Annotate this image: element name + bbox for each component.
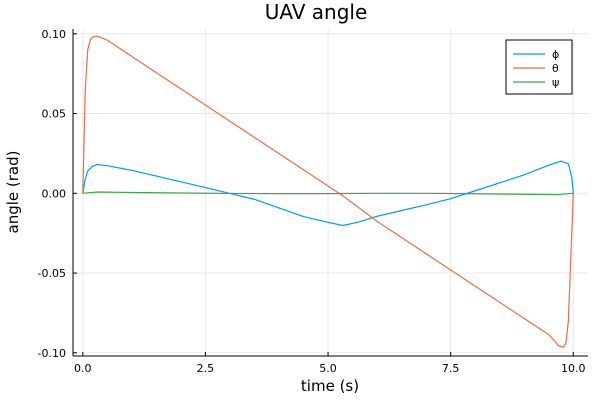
legend-label-1: θ — [552, 62, 559, 75]
legend-label-2: ψ — [552, 76, 559, 89]
series-line-1 — [82, 35, 574, 348]
ticks: 0.0 2.5 5.0 7.5 10.0 -0.10 -0.05 0.00 0.05 0.10 — [38, 28, 586, 375]
legend-box — [505, 39, 573, 95]
x-tick-label: 0.0 — [74, 362, 92, 375]
x-tick-label: 10.0 — [561, 362, 586, 375]
y-tick-label: 0.10 — [42, 28, 67, 41]
y-tick-label: -0.05 — [38, 267, 66, 280]
x-tick-label: 5.0 — [319, 362, 337, 375]
legend-label-0: ϕ — [552, 48, 559, 61]
x-axis-title: time (s) — [301, 377, 359, 395]
series-lines — [82, 35, 574, 348]
x-tick-label: 2.5 — [197, 362, 215, 375]
y-tick-label: -0.10 — [38, 347, 66, 360]
legend: ϕθψ — [505, 39, 573, 95]
y-tick-label: 0.00 — [42, 187, 67, 200]
y-tick-label: 0.05 — [42, 108, 67, 121]
x-tick-label: 7.5 — [442, 362, 460, 375]
series-line-2 — [82, 191, 574, 196]
y-axis-title: angle (rad) — [4, 151, 22, 234]
axes — [72, 29, 588, 357]
series-line-0 — [82, 160, 574, 227]
chart-title: UAV angle — [265, 0, 368, 24]
